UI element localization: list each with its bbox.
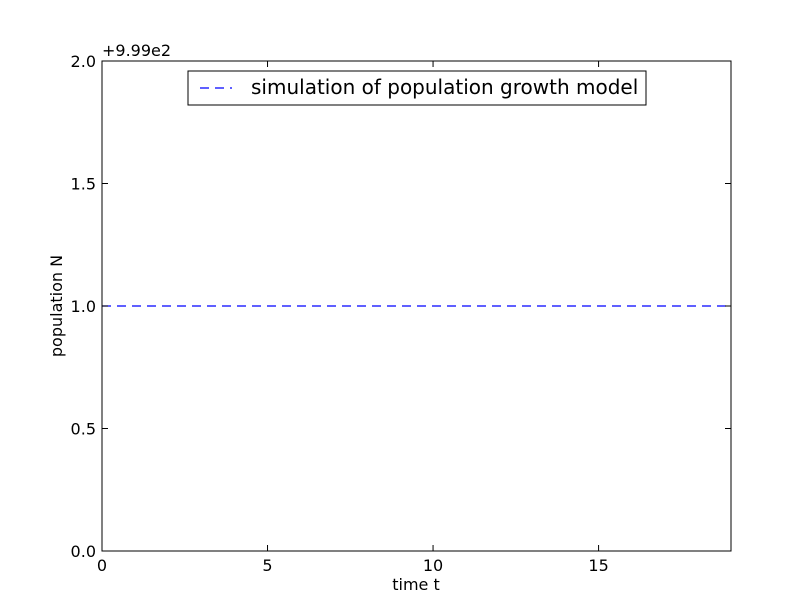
x-tick-label: 15: [588, 556, 608, 575]
y-tick-label: 1.5: [71, 175, 96, 194]
x-tick-label: 5: [262, 556, 272, 575]
y-tick-label: 2.0: [71, 52, 96, 71]
y-tick-label: 1.0: [71, 297, 96, 316]
tick-labels: 0 5 10 15 0.0 0.5 1.0 1.5 2.0: [71, 52, 609, 575]
y-offset-label: +9.99e2: [102, 41, 171, 60]
y-tick-label: 0.5: [71, 420, 96, 439]
legend: simulation of population growth model: [187, 70, 647, 106]
x-tick-label: 10: [423, 556, 443, 575]
legend-entry-label: simulation of population growth model: [251, 75, 638, 99]
y-tick-label: 0.0: [71, 542, 96, 561]
x-axis-label: time t: [392, 575, 440, 594]
ticks: [101, 60, 731, 552]
y-axis-label: population N: [47, 255, 66, 357]
legend-box: [187, 70, 647, 106]
x-tick-label: 0: [97, 556, 107, 575]
